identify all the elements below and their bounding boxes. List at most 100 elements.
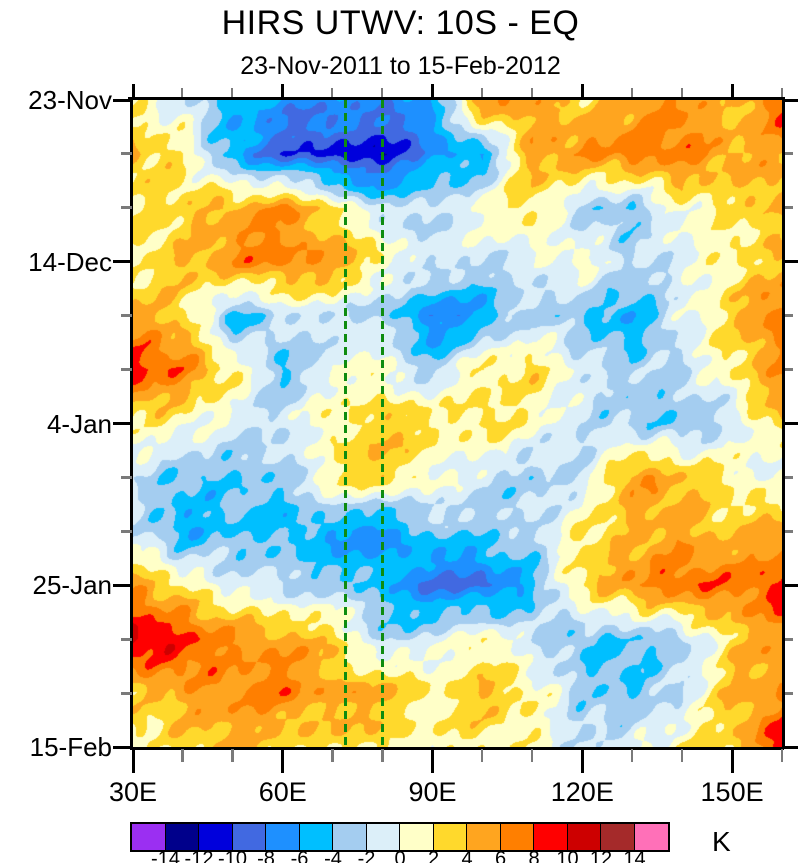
x-tick-top xyxy=(281,84,285,97)
hovmoller-canvas xyxy=(133,100,782,747)
hovmoller-plot xyxy=(133,100,782,747)
page-subtitle: 23-Nov-2011 to 15-Feb-2012 xyxy=(240,52,561,80)
colorbar-cell xyxy=(467,824,501,850)
y-tick-left xyxy=(121,637,132,641)
y-tick-right xyxy=(785,98,798,102)
x-tick-top xyxy=(730,84,734,97)
x-axis-tick-label: 60E xyxy=(258,777,307,807)
y-tick-left xyxy=(121,152,132,156)
reference-line-left xyxy=(343,100,347,747)
x-tick-bottom xyxy=(630,749,634,762)
colorbar-cell xyxy=(333,824,367,850)
x-tick-bottom xyxy=(730,749,734,773)
colorbar-tick-label: -10 xyxy=(218,848,247,863)
colorbar-units-label: K xyxy=(712,826,731,857)
x-tick-top xyxy=(530,88,533,97)
axis-bottom xyxy=(130,747,784,750)
colorbar-cell xyxy=(232,824,266,850)
y-tick-right xyxy=(785,583,798,587)
y-tick-right xyxy=(785,314,793,318)
x-axis-tick-label: 90E xyxy=(408,777,457,807)
y-tick-right xyxy=(785,745,798,749)
y-tick-right xyxy=(785,152,793,156)
colorbar-cell xyxy=(132,824,166,850)
colorbar-tick-label: 0 xyxy=(394,848,406,863)
x-tick-top xyxy=(431,84,435,97)
colorbar-cell xyxy=(567,824,601,850)
x-tick-bottom xyxy=(580,749,584,773)
y-tick-right xyxy=(785,637,793,641)
colorbar-cell xyxy=(433,824,467,850)
y-tick-left xyxy=(121,206,132,210)
x-tick-top xyxy=(680,88,683,97)
y-tick-left xyxy=(121,314,132,318)
colorbar-tick-label: -14 xyxy=(151,848,180,863)
colorbar-cell xyxy=(299,824,333,850)
x-axis-tick-label: 30E xyxy=(108,777,158,807)
x-tick-bottom xyxy=(331,749,334,762)
colorbar-cell xyxy=(534,824,568,850)
y-tick-right xyxy=(785,475,793,479)
x-tick-bottom xyxy=(431,749,435,773)
x-tick-top xyxy=(630,88,633,97)
colorbar-tick-label: 10 xyxy=(556,848,579,863)
x-tick-bottom xyxy=(231,749,234,762)
y-axis-tick-label: 23-Nov xyxy=(28,85,112,115)
y-tick-left xyxy=(113,422,133,425)
colorbar-tick-label: 12 xyxy=(589,848,613,863)
x-tick-top xyxy=(780,88,783,97)
colorbar-cell xyxy=(601,824,635,850)
colorbar xyxy=(130,822,670,852)
colorbar-cell xyxy=(634,824,668,850)
colorbar-tick-label: 6 xyxy=(494,848,507,863)
y-tick-left xyxy=(121,691,132,695)
colorbar-cell xyxy=(500,824,534,850)
reference-line-right xyxy=(381,100,385,747)
x-tick-top xyxy=(580,84,584,97)
x-tick-bottom xyxy=(131,749,135,773)
colorbar-tick-label: -4 xyxy=(324,848,342,863)
x-axis-tick-label: 120E xyxy=(550,777,614,807)
y-axis-tick-label: 25-Jan xyxy=(32,570,113,601)
x-tick-bottom xyxy=(530,749,534,762)
axis-right xyxy=(782,97,785,749)
x-tick-bottom xyxy=(381,749,384,762)
colorbar-tick-label: -8 xyxy=(257,848,275,863)
y-tick-left xyxy=(121,475,132,479)
x-tick-bottom xyxy=(281,749,285,773)
colorbar-tick-label: -6 xyxy=(290,848,309,863)
axis-top xyxy=(128,97,785,100)
x-axis-tick-label: 150E xyxy=(700,777,764,807)
x-tick-top xyxy=(480,88,483,97)
colorbar-tick-label: 4 xyxy=(461,848,473,863)
x-tick-top xyxy=(231,88,234,97)
x-tick-top xyxy=(381,88,384,97)
colorbar-tick-label: -12 xyxy=(184,848,214,863)
y-tick-left xyxy=(121,529,132,533)
colorbar-tick-label: 8 xyxy=(528,848,540,863)
colorbar-tick-label: -2 xyxy=(357,848,376,863)
colorbar-cell xyxy=(400,824,434,850)
y-tick-right xyxy=(785,260,798,264)
y-axis-tick-label: 14-Dec xyxy=(28,246,112,277)
y-tick-left xyxy=(113,260,133,264)
y-tick-right xyxy=(785,529,793,533)
colorbar-cell xyxy=(199,824,233,850)
x-tick-bottom xyxy=(480,749,484,762)
x-tick-bottom xyxy=(680,749,684,762)
y-axis-tick-label: 4-Jan xyxy=(46,408,112,439)
y-axis-tick-label: 15-Feb xyxy=(29,732,112,762)
colorbar-tick-label: 2 xyxy=(427,848,440,863)
y-tick-right xyxy=(785,206,793,210)
y-tick-right xyxy=(785,422,798,425)
y-tick-left xyxy=(113,98,133,102)
page-title: HIRS UTWV: 10S - EQ xyxy=(221,4,580,42)
y-tick-right xyxy=(785,368,793,372)
x-tick-bottom xyxy=(780,749,783,762)
y-tick-right xyxy=(785,691,793,695)
x-tick-top xyxy=(131,84,135,97)
x-tick-bottom xyxy=(181,749,184,762)
y-tick-left xyxy=(113,745,133,749)
y-tick-left xyxy=(121,368,132,372)
